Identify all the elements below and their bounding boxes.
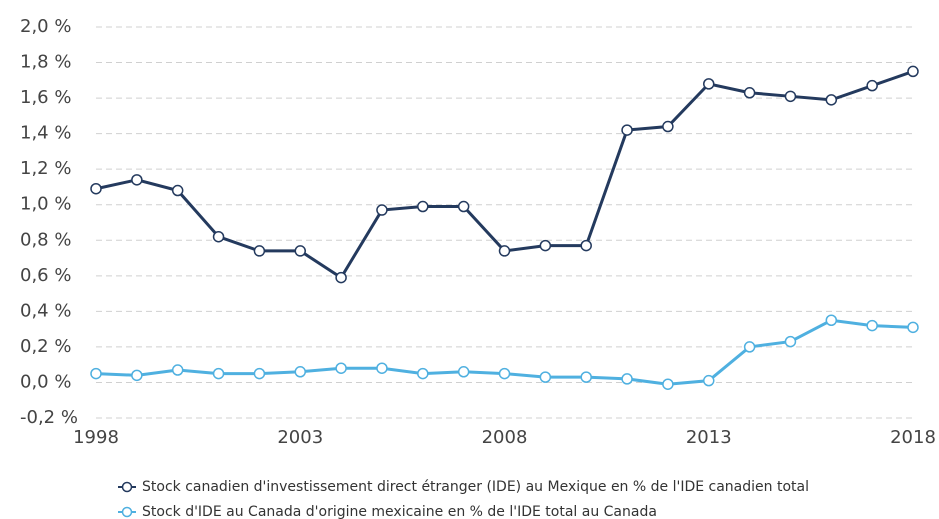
- data-point: [784, 335, 797, 348]
- data-point: [580, 239, 592, 252]
- data-point: [294, 366, 306, 378]
- y-tick-label: 2,0 %: [20, 16, 71, 37]
- data-point: [253, 367, 266, 380]
- y-tick-label: 1,0 %: [20, 194, 71, 215]
- data-point: [90, 182, 102, 195]
- x-tick-label: 2013: [686, 427, 732, 448]
- data-point: [580, 371, 592, 383]
- data-point: [621, 373, 633, 385]
- data-point: [376, 204, 388, 216]
- y-tick-label: 0,0 %: [20, 371, 71, 392]
- data-point: [907, 321, 919, 334]
- data-point: [457, 200, 470, 213]
- y-tick-label: 1,2 %: [20, 158, 71, 179]
- legend-label: Stock d'IDE au Canada d'origine mexicain…: [142, 504, 657, 519]
- y-tick-label: 0,4 %: [20, 300, 71, 321]
- data-point: [539, 239, 552, 252]
- data-point: [498, 245, 511, 257]
- data-point: [335, 271, 347, 284]
- data-point: [417, 200, 429, 213]
- data-point: [743, 341, 756, 353]
- data-point: [131, 369, 143, 382]
- data-point: [212, 367, 225, 380]
- y-tick-label: 0,2 %: [20, 336, 71, 357]
- data-point: [621, 124, 633, 136]
- y-tick-label: 1,6 %: [20, 87, 71, 108]
- data-point: [171, 184, 184, 197]
- data-point: [376, 362, 388, 374]
- data-point: [662, 378, 674, 390]
- data-point: [457, 366, 470, 378]
- data-point: [335, 362, 347, 374]
- legend-label: Stock canadien d'investissement direct é…: [142, 479, 809, 495]
- data-point: [703, 374, 715, 387]
- y-tick-label: 0,8 %: [20, 229, 71, 250]
- y-tick-label: 0,6 %: [20, 265, 71, 286]
- y-tick-label: -0,2 %: [20, 407, 78, 428]
- data-point: [417, 367, 429, 380]
- y-tick-label: 1,8 %: [20, 52, 71, 73]
- data-point: [539, 371, 552, 383]
- data-point: [703, 78, 715, 90]
- data-point: [743, 87, 756, 99]
- data-point: [171, 364, 184, 376]
- data-point: [866, 319, 878, 332]
- data-point: [498, 367, 511, 380]
- data-point: [294, 245, 306, 257]
- x-tick-label: 2018: [890, 427, 936, 448]
- data-point: [784, 90, 797, 103]
- data-point: [212, 230, 225, 243]
- y-tick-label: 1,4 %: [20, 123, 71, 144]
- x-tick-label: 2003: [277, 427, 323, 448]
- data-point: [825, 314, 838, 326]
- data-point: [90, 367, 102, 380]
- legend-marker: [121, 506, 133, 518]
- data-point: [253, 245, 266, 257]
- x-tick-label: 2008: [482, 427, 528, 448]
- data-point: [907, 65, 919, 78]
- data-point: [866, 79, 878, 92]
- data-point: [825, 94, 838, 106]
- x-tick-label: 1998: [73, 427, 119, 448]
- data-point: [131, 174, 143, 186]
- data-point: [662, 120, 674, 133]
- legend-marker: [121, 481, 133, 493]
